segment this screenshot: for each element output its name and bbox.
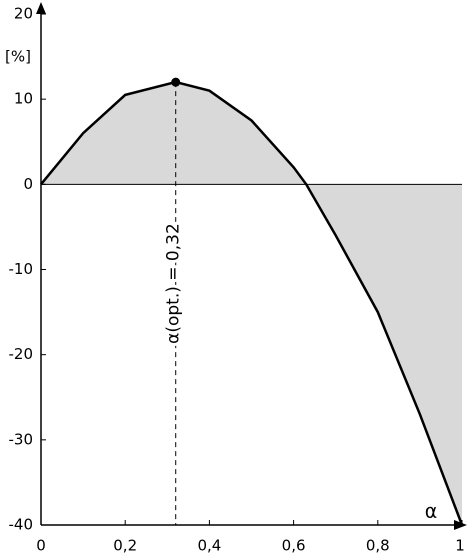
y-tick-label: 10 xyxy=(14,90,33,108)
y-tick-label: -10 xyxy=(9,260,34,278)
x-tick-label: 0,6 xyxy=(282,537,306,555)
optimum-point xyxy=(171,77,181,87)
x-tick-label: 0,4 xyxy=(197,537,221,555)
x-tick-label: 0 xyxy=(36,537,46,555)
y-axis-label: [%] xyxy=(5,48,31,66)
x-tick-label: 1 xyxy=(455,537,465,555)
y-tick-label: 0 xyxy=(23,175,33,193)
x-tick-label: 0,2 xyxy=(113,537,137,555)
y-axis-arrow xyxy=(36,2,46,14)
x-axis-arrow xyxy=(454,520,467,530)
annotation-text: α(opt.) = 0,32 xyxy=(164,223,184,344)
line xyxy=(40,80,464,526)
x-axis-label: α xyxy=(425,501,438,523)
y-tick-label: 20 xyxy=(14,5,33,23)
y-tick-label: -20 xyxy=(9,345,34,363)
x-tick-label: 0,8 xyxy=(366,537,390,555)
area xyxy=(41,82,462,525)
y-tick-label: -40 xyxy=(9,516,34,534)
y-tick-label: -30 xyxy=(9,430,34,448)
